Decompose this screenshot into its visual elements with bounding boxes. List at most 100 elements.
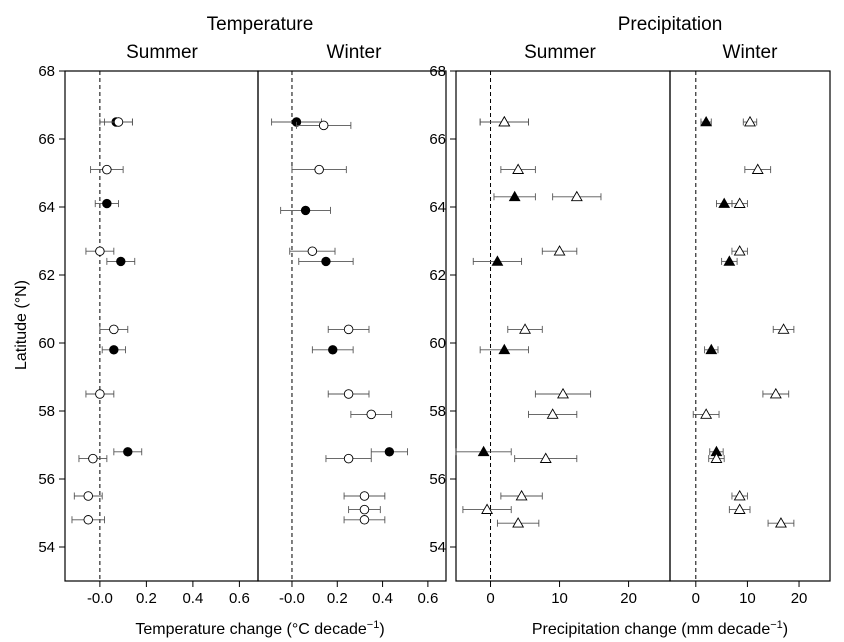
data-point-open — [777, 323, 790, 334]
y-tick-label: 60 — [429, 335, 446, 352]
y-tick-label: 66 — [38, 131, 55, 148]
group-title-precipitation: Precipitation — [618, 14, 723, 35]
x-tick-label: 10 — [739, 590, 756, 607]
data-point-open — [557, 387, 569, 399]
data-point-open — [539, 452, 552, 463]
data-point-filled — [491, 255, 504, 266]
data-point-open — [546, 408, 559, 419]
panel-subtitle-precipitation-summer: Summer — [524, 42, 596, 63]
data-point-open — [307, 246, 318, 256]
data-point-filled — [102, 198, 112, 209]
x-tick-label: 20 — [620, 590, 637, 607]
x-tick-label: 0.6 — [229, 590, 250, 607]
data-point-open — [314, 164, 324, 175]
data-point-filled — [123, 447, 133, 457]
data-point-open — [343, 453, 354, 464]
x-tick-label: 0.6 — [417, 590, 438, 607]
data-point-open — [343, 389, 354, 399]
data-point-filled — [116, 256, 126, 267]
x-tick-label: 10 — [551, 590, 568, 607]
data-point-open — [88, 453, 98, 464]
y-tick-label: 60 — [38, 335, 55, 352]
data-point-open — [515, 489, 528, 501]
data-point-open — [343, 324, 354, 335]
y-tick-label: 56 — [38, 471, 55, 488]
data-point-open — [774, 517, 787, 528]
data-point-open — [733, 245, 746, 256]
y-tick-label: 68 — [38, 63, 55, 80]
data-point-open — [318, 120, 329, 131]
data-point-open — [751, 163, 764, 174]
data-point-open — [733, 503, 746, 514]
data-point-open — [710, 452, 723, 463]
panel-frame — [669, 70, 831, 582]
y-axis-label: Latitude (°N) — [13, 280, 30, 370]
data-point-open — [113, 117, 124, 127]
data-point-open — [769, 387, 782, 399]
data-point-open — [366, 409, 377, 420]
panel-frame — [455, 70, 671, 582]
y-tick-label: 58 — [429, 403, 446, 420]
data-point-filled — [718, 197, 731, 208]
data-point-filled — [498, 343, 511, 355]
data-point-open — [109, 324, 119, 335]
data-point-open — [95, 389, 105, 399]
data-point-open — [359, 504, 370, 515]
data-point-filled — [508, 190, 521, 202]
data-point-open — [519, 323, 532, 334]
y-tick-label: 54 — [38, 539, 55, 556]
panel-subtitle-temperature-winter: Winter — [327, 42, 383, 63]
x-tick-label: 0 — [486, 590, 494, 607]
data-point-filled — [384, 447, 395, 457]
data-point-open — [83, 515, 94, 525]
y-tick-label: 62 — [429, 267, 446, 284]
data-point-open — [498, 115, 511, 127]
group-title-temperature: Temperature — [207, 14, 314, 35]
data-point-open — [553, 245, 566, 256]
y-tick-label: 68 — [429, 63, 446, 80]
x-tick-label: 0 — [692, 590, 700, 607]
data-point-open — [512, 163, 525, 174]
data-point-filled — [328, 345, 338, 355]
data-point-open — [570, 190, 583, 202]
data-point-filled — [723, 255, 736, 266]
y-tick-label: 54 — [429, 539, 446, 556]
data-point-open — [102, 164, 112, 175]
panel-frame — [64, 70, 259, 582]
data-point-filled — [477, 445, 490, 457]
chart-marks: 54 56 58 60 62 64 66 68 -0.0 0.2 0.4 0.6 -0.0 0.2 0.4 0… — [38, 63, 831, 607]
data-point-open — [744, 115, 756, 127]
panel-subtitle-precipitation-winter: Winter — [723, 42, 779, 63]
x-tick-label: 0.4 — [182, 590, 203, 607]
x-axis-label-precipitation: Precipitation change (mm decade−1) — [532, 619, 788, 638]
x-axis-label-temperature: Temperature change (°C decade−1) — [135, 619, 384, 638]
data-point-filled — [321, 256, 331, 267]
data-point-open — [359, 491, 370, 501]
y-tick-label: 66 — [429, 131, 446, 148]
panel-subtitle-temperature-summer: Summer — [126, 42, 198, 63]
x-tick-label: 0.4 — [372, 590, 393, 607]
panel-frame — [257, 70, 447, 582]
y-tick-label: 64 — [429, 199, 446, 216]
y-tick-label: 56 — [429, 471, 446, 488]
data-point-open — [733, 489, 746, 501]
data-point-open — [481, 503, 494, 514]
y-tick-label: 58 — [38, 403, 55, 420]
x-tick-label: 20 — [791, 590, 808, 607]
data-point-filled — [109, 345, 119, 355]
data-point-filled — [700, 115, 713, 127]
data-point-open — [95, 246, 105, 256]
x-tick-label: 0.2 — [327, 590, 348, 607]
x-tick-label: -0.0 — [279, 590, 305, 607]
data-point-filled — [705, 343, 718, 355]
y-tick-label: 62 — [38, 267, 55, 284]
y-tick-label: 64 — [38, 199, 55, 216]
data-point-open — [733, 197, 746, 208]
x-tick-label: 0.2 — [136, 590, 157, 607]
data-point-filled — [300, 205, 311, 216]
data-point-open — [512, 517, 525, 528]
data-point-open — [83, 491, 94, 501]
data-point-open — [700, 408, 713, 419]
x-tick-label: -0.0 — [87, 590, 113, 607]
